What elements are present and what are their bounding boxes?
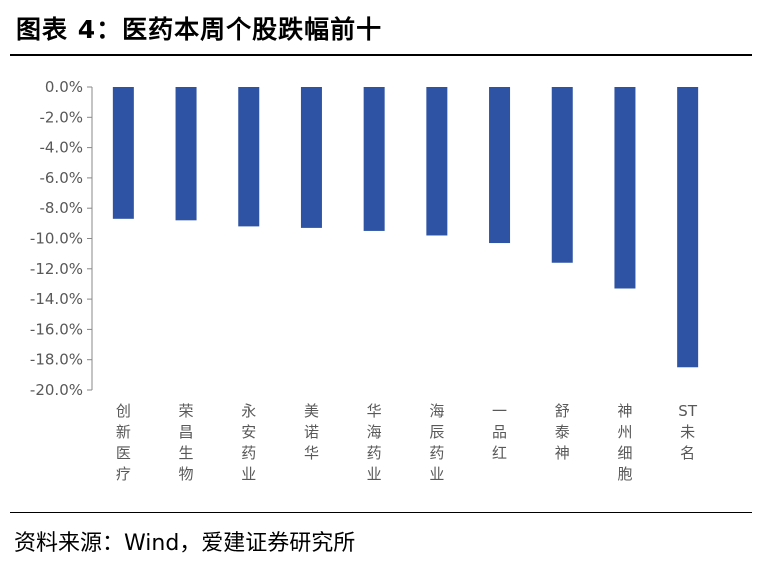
footer-divider: [10, 512, 752, 513]
y-tick-label: -12.0%: [30, 260, 83, 278]
x-tick-label: ST 未名: [678, 402, 698, 462]
x-tick-label: 华海药业: [367, 402, 382, 483]
source-note: 资料来源：Wind，爱建证券研究所: [14, 531, 356, 556]
x-tick-label: 神州细胞: [617, 402, 632, 483]
y-tick-label: -6.0%: [39, 169, 83, 187]
y-tick-label: -10.0%: [30, 230, 83, 248]
title-divider: [10, 54, 752, 56]
y-tick-label: 0.0%: [45, 78, 83, 96]
bar: [300, 87, 322, 228]
x-tick-label: 创新医疗: [116, 402, 131, 483]
bar-chart: 0.0% -2.0% -4.0% -6.0% -8.0% -10.0% -12.0% -14.…: [30, 78, 699, 483]
bar: [551, 87, 573, 263]
y-tick-label: -8.0%: [39, 199, 83, 217]
y-tick-label: -2.0%: [39, 108, 83, 126]
y-tick-label: -16.0%: [30, 320, 83, 338]
x-tick-label: 美诺华: [304, 402, 319, 462]
bar: [175, 87, 197, 221]
x-tick-label: 舒泰神: [555, 402, 570, 462]
x-tick-label: 海辰药业: [429, 402, 444, 483]
bar: [489, 87, 511, 244]
bar: [426, 87, 448, 236]
bar: [363, 87, 385, 231]
x-tick-label: 一品红: [492, 402, 507, 462]
y-tick-label: -18.0%: [30, 351, 83, 369]
chart-title: 图表 4：医药本周个股跌幅前十: [16, 15, 383, 44]
y-tick-label: -20.0%: [30, 381, 83, 399]
bar: [112, 87, 134, 219]
x-tick-label: 永安药业: [241, 402, 256, 483]
bar: [677, 87, 699, 368]
y-tick-label: -4.0%: [39, 139, 83, 157]
bar: [614, 87, 636, 289]
bar: [238, 87, 260, 227]
x-tick-label: 荣昌生物: [179, 402, 194, 483]
y-tick-label: -14.0%: [30, 290, 83, 308]
